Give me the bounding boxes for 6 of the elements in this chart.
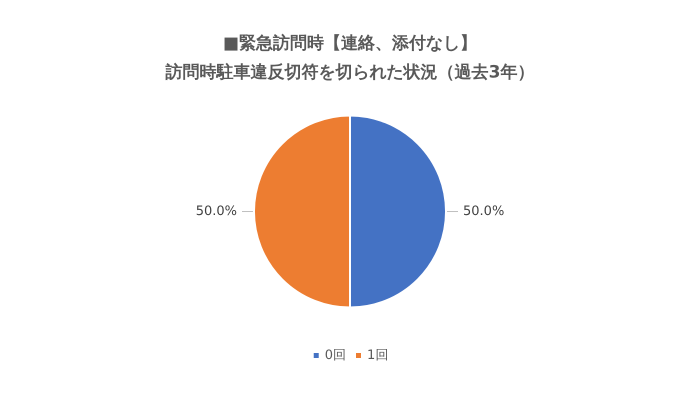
data-label: 50.0% (196, 204, 237, 220)
legend-label: 1回 (367, 348, 388, 363)
chart-title: ■緊急訪問時【連絡、添付なし】 (222, 34, 478, 54)
chart-subtitle: 訪問時駐車違反切符を切られた状況（過去3年） (164, 62, 534, 82)
legend-label: 0回 (324, 348, 346, 363)
data-label: 50.0% (463, 204, 504, 220)
